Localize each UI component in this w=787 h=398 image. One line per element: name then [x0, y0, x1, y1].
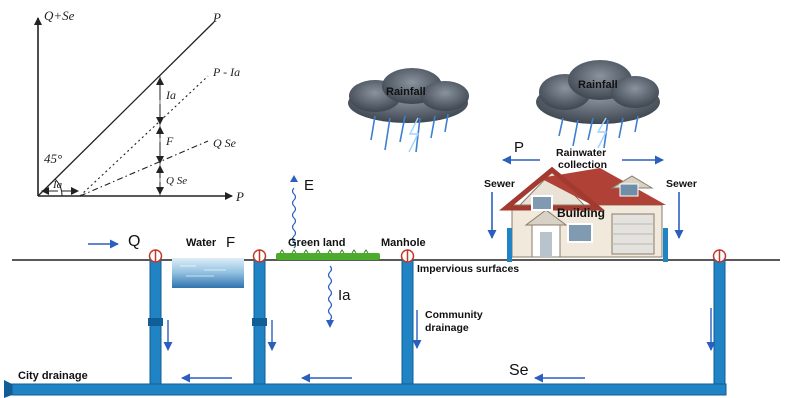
rain-streaks-left	[370, 113, 449, 153]
y-axis-label: Q+Se	[44, 8, 75, 23]
lightning-left	[408, 117, 420, 153]
rainfall-left-label: Rainfall	[386, 86, 426, 98]
q-se-line-label: Q Se	[213, 136, 237, 150]
valve-2	[252, 249, 267, 263]
f-label: F	[226, 234, 235, 251]
ia-base-label: Ia	[52, 179, 63, 191]
angle-label: 45°	[44, 151, 62, 166]
valves	[148, 249, 727, 263]
manhole-label: Manhole	[381, 237, 426, 249]
flow-arrows	[163, 308, 716, 383]
angle-arc	[54, 178, 63, 197]
impervious-surfaces-label: Impervious surfaces	[417, 263, 519, 275]
p-label: P	[514, 139, 524, 156]
water-ripples	[180, 265, 226, 277]
lightning-right	[596, 117, 608, 149]
runoff-graph: Q+Se P P P - Ia Q Se 45° Ia Ia F Q Se	[34, 8, 244, 204]
q-se-segment-label: Q Se	[166, 175, 187, 187]
house: Building	[499, 166, 666, 258]
rainwater-collection-label: Rainwater collection	[556, 147, 609, 171]
evaporation-squiggle	[291, 187, 297, 249]
rainfall-right-label: Rainfall	[578, 79, 618, 91]
q-se-line	[79, 140, 209, 197]
sewer-downpipe-left	[507, 228, 512, 262]
water-label: Water	[186, 237, 217, 249]
ia-label: Ia	[338, 287, 351, 304]
evaporation-arrowhead	[290, 175, 298, 182]
water-pond	[172, 258, 244, 288]
p-minus-ia-label: P - Ia	[212, 65, 240, 79]
city-drainage-label: City drainage	[18, 370, 88, 382]
se-label: Se	[509, 362, 529, 379]
sewer-right-label: Sewer	[666, 178, 697, 190]
sewer-downpipe-right	[663, 228, 668, 262]
community-drainage-label: Community drainage	[425, 309, 486, 334]
valve-3	[400, 249, 415, 263]
valve-1	[148, 249, 163, 263]
rain-streaks-right	[558, 115, 639, 149]
green-land-label: Green land	[288, 237, 345, 249]
rain-cloud-left: Rainfall	[348, 68, 469, 153]
f-segment-label: F	[165, 134, 174, 148]
p-minus-ia-line	[79, 75, 209, 197]
p-line	[37, 21, 215, 197]
vertical-pipe-3	[401, 257, 414, 393]
vertical-pipe-4	[713, 257, 726, 393]
green-land-strip	[276, 253, 380, 260]
sewer-left-label: Sewer	[484, 178, 515, 190]
city-drainage-outlet	[4, 380, 12, 398]
rain-cloud-right: Rainfall	[536, 60, 660, 149]
building-label: Building	[557, 206, 605, 220]
e-label: E	[304, 177, 314, 194]
infiltration-squiggle	[327, 265, 333, 321]
q-label: Q	[128, 233, 140, 250]
pipe-network	[4, 228, 727, 398]
p-line-label: P	[212, 10, 221, 25]
main-horizontal-pipe	[11, 383, 727, 396]
x-axis-label: P	[235, 189, 244, 204]
valve-4	[712, 249, 727, 263]
ia-segment-label: Ia	[165, 88, 176, 102]
grass-tufts	[279, 249, 369, 254]
infiltration-arrowhead	[326, 320, 334, 328]
